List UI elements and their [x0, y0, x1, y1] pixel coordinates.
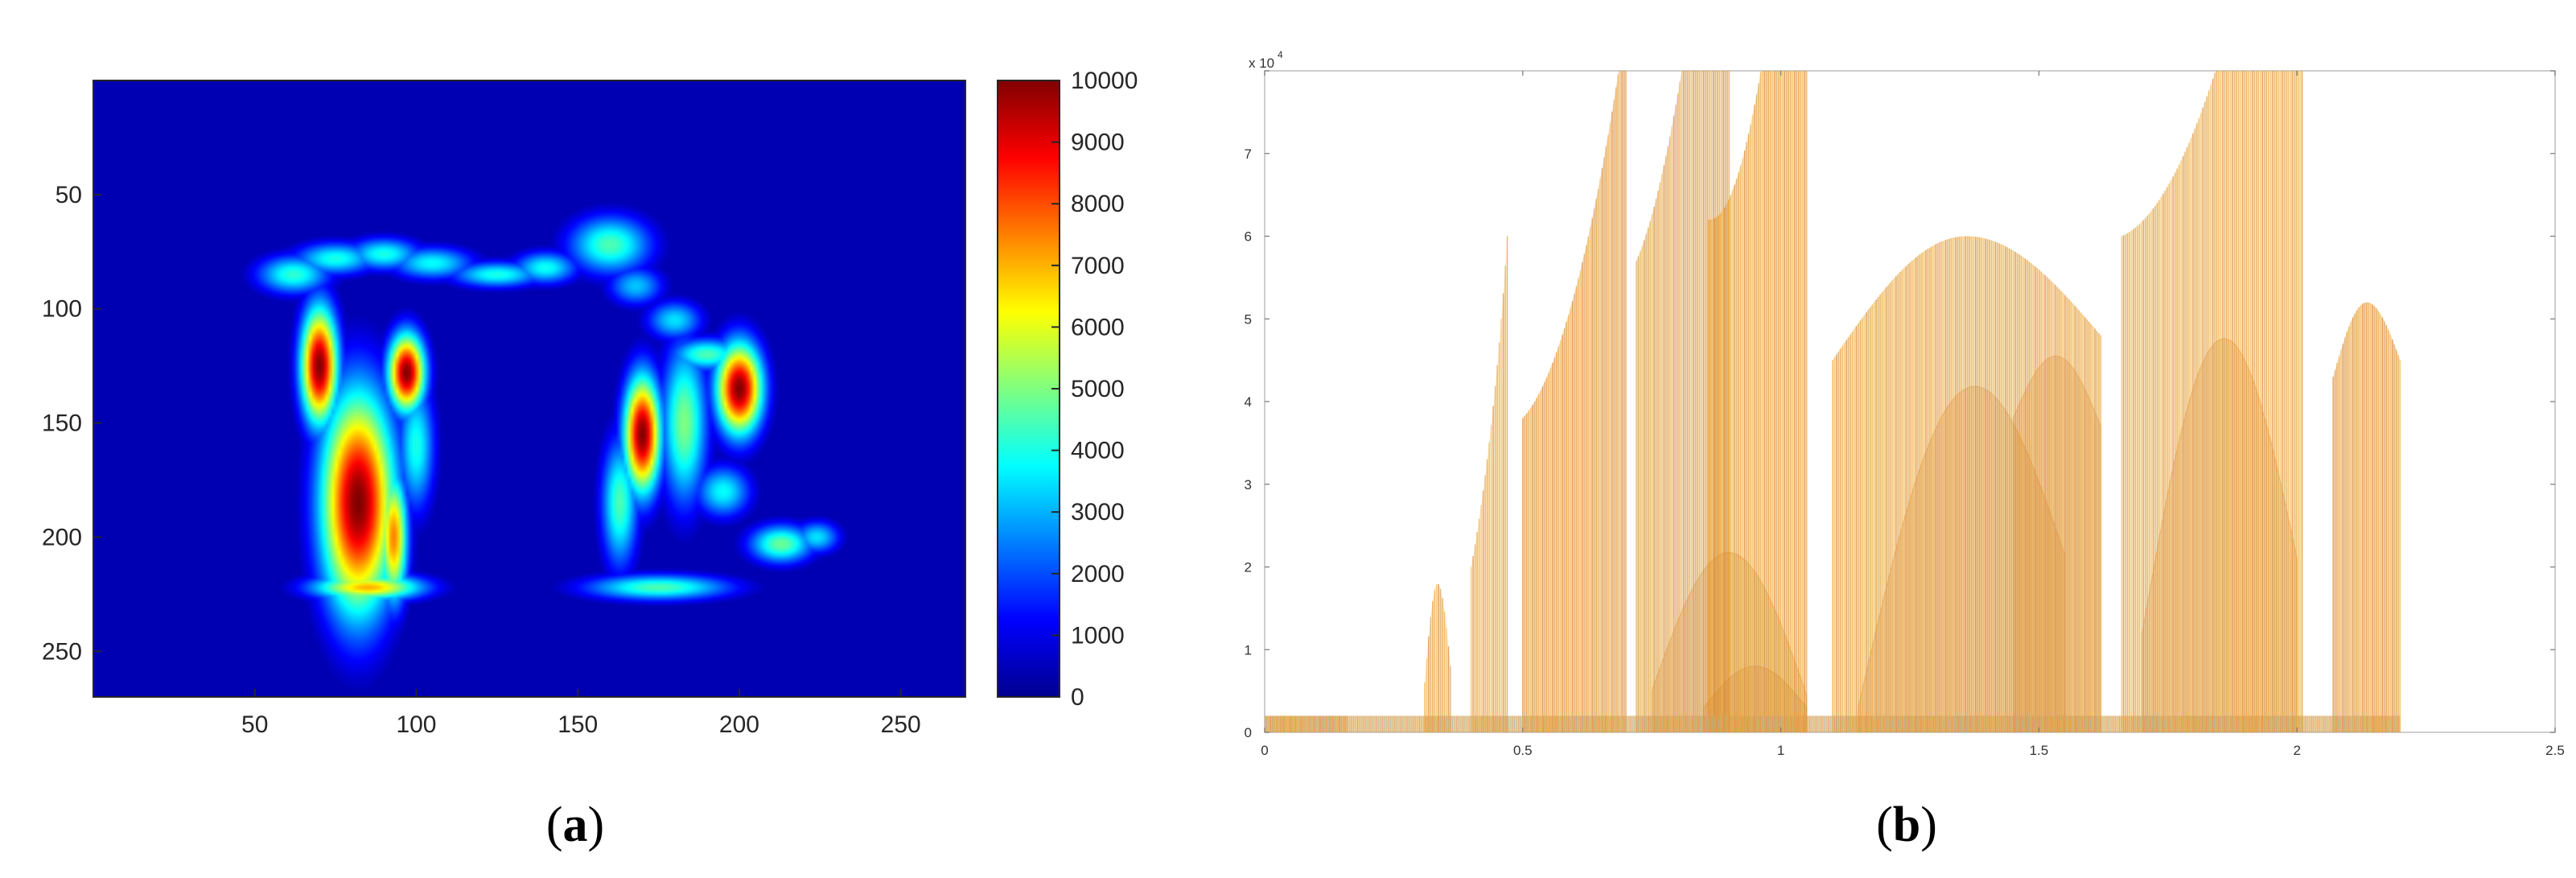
- y-tick-label: 2: [1245, 560, 1252, 575]
- x-tick-label: 200: [719, 711, 759, 738]
- colorbar-tick-label: 9000: [1071, 130, 1125, 156]
- y-tick-label: 200: [42, 524, 82, 550]
- colorbar-tick-label: 1000: [1071, 622, 1125, 649]
- x-tick-label: 50: [241, 711, 268, 738]
- x-tick-label: 1: [1777, 743, 1784, 758]
- panel-b-chart: 0 0.5 1 1.5 2 2.5 0 1 2 3 4 5 6 7 x 10 4 (b): [1245, 49, 2565, 852]
- colorbar-tick-label: 0: [1071, 684, 1084, 711]
- colorbar-tick-label: 10000: [1071, 68, 1138, 94]
- y-tick-label: 0: [1245, 725, 1252, 740]
- inner-curve: [2012, 356, 2101, 732]
- y-multiplier-base: x 10: [1249, 56, 1274, 71]
- inner-curve: [2142, 338, 2298, 732]
- y-tick-label: 1: [1245, 642, 1252, 657]
- segment-group: [1470, 236, 1508, 732]
- colorbar-tick-label: 2000: [1071, 561, 1125, 587]
- colorbar: [997, 80, 1060, 698]
- colorbar-tick-label: 6000: [1071, 314, 1125, 340]
- y-tick-label: 6: [1245, 229, 1252, 245]
- heatmap-frame: [93, 80, 966, 698]
- y-tick-label: 5: [1245, 311, 1252, 327]
- y-tick-label: 250: [42, 638, 82, 665]
- x-tick-label: 0: [1261, 743, 1268, 758]
- x-tick-label: 100: [396, 711, 436, 738]
- inner-curve: [1651, 551, 1808, 732]
- colorbar-tick-label: 8000: [1071, 191, 1125, 217]
- y-tick-label: 100: [42, 296, 82, 323]
- y-tick-label: 7: [1245, 146, 1252, 162]
- y-tick-label: 3: [1245, 477, 1252, 493]
- panel-b-label: (b): [1876, 798, 1937, 852]
- x-tick-label: 250: [881, 711, 921, 738]
- y-tick-label: 4: [1245, 394, 1252, 410]
- x-tick-label: 2: [2293, 743, 2300, 758]
- heatmap-image: [93, 80, 965, 697]
- colorbar-tick-label: 3000: [1071, 499, 1125, 526]
- y-tick-label: 150: [42, 410, 82, 437]
- panel-a-label: (a): [546, 798, 604, 852]
- x-tick-label: 150: [558, 711, 598, 738]
- segment-group: [2332, 302, 2401, 732]
- panel-a-heatmap: 50 100 150 200 250 50 100 150 200 250 0 1000 2000 30…: [42, 68, 1138, 852]
- y-multiplier: x 10 4: [1249, 49, 1283, 71]
- y-tick-label: 50: [56, 182, 82, 208]
- colorbar-tick-label: 7000: [1071, 253, 1125, 279]
- inner-curve: [1858, 385, 2065, 732]
- segment-group: [1708, 71, 1808, 732]
- segment-group: [2121, 71, 2303, 732]
- colorbar-tick-label: 5000: [1071, 376, 1125, 402]
- segment-group: [1832, 236, 2102, 732]
- x-tick-label: 2.5: [2545, 743, 2565, 758]
- y-multiplier-exponent: 4: [1278, 49, 1283, 60]
- x-tick-label: 0.5: [1513, 743, 1533, 758]
- x-tick-label: 1.5: [2030, 743, 2049, 758]
- segment-group: [1522, 71, 1627, 732]
- colorbar-tick-label: 4000: [1071, 438, 1125, 464]
